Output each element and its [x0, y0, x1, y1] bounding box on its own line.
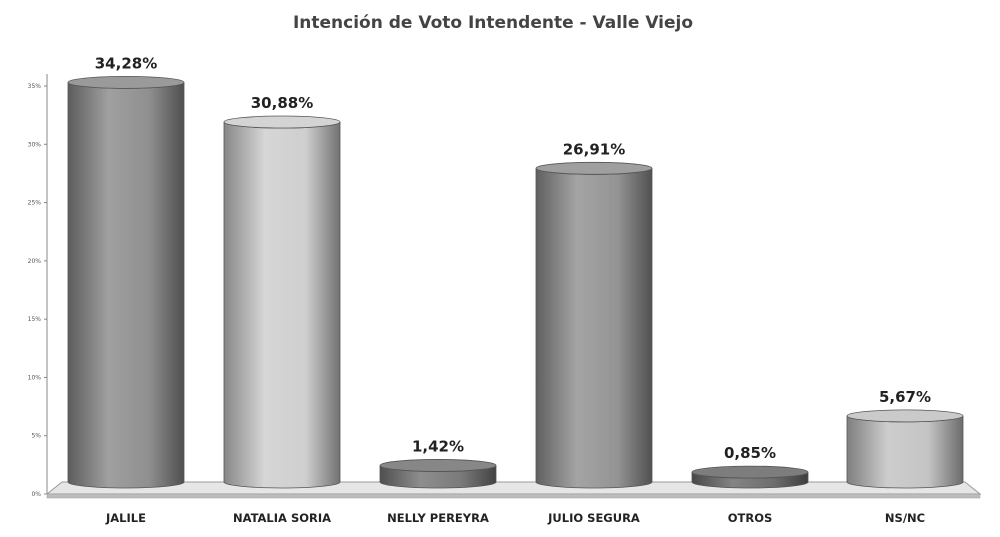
bar-body — [67, 82, 185, 489]
bar-top — [379, 459, 497, 472]
y-tick-label: 25% — [28, 200, 42, 207]
bar-body — [846, 415, 964, 489]
chart-title: Intención de Voto Intendente - Valle Vie… — [293, 13, 693, 33]
bar-body — [223, 121, 341, 489]
category-label: OTROS — [728, 511, 773, 525]
y-tick-label: 10% — [28, 374, 42, 381]
bar-natalia-soria — [223, 115, 341, 489]
y-tick-label: 0% — [31, 491, 41, 498]
data-label: 26,91% — [563, 140, 625, 158]
bars-group — [67, 75, 964, 489]
bar-top — [846, 409, 964, 423]
data-label: 30,88% — [251, 94, 313, 112]
bar-body — [535, 168, 653, 489]
data-label: 0,85% — [724, 444, 776, 462]
bar-top — [535, 161, 653, 175]
category-label: JULIO SEGURA — [547, 511, 640, 525]
floor-top — [45, 481, 982, 495]
bar-ns-nc — [846, 409, 964, 489]
y-tick-label: 15% — [28, 316, 42, 323]
bar-top — [223, 115, 341, 129]
floor-edge — [46, 493, 981, 499]
data-label: 5,67% — [879, 388, 931, 406]
bar-nelly-pereyra — [379, 459, 497, 489]
bar-top — [691, 465, 809, 479]
labels-group: 34,28% JALILE 30,88% NATALIA SORIA 1,42% NELL… — [95, 54, 931, 525]
y-tick-label: 20% — [28, 258, 42, 265]
category-label: NELLY PEREYRA — [387, 511, 489, 525]
bar-julio-segura — [535, 161, 653, 489]
category-label: NATALIA SORIA — [233, 511, 331, 525]
category-label: JALILE — [105, 511, 146, 525]
y-axis: 0% 5% 10% 15% 20% 25% 30% 35% — [28, 74, 48, 498]
y-tick-label: 35% — [28, 83, 42, 90]
category-label: NS/NC — [885, 511, 925, 525]
bar-top — [67, 75, 185, 89]
chart-floor — [45, 481, 982, 499]
y-tick-label: 30% — [28, 141, 42, 148]
data-label: 34,28% — [95, 54, 157, 72]
y-tick-label: 5% — [31, 433, 41, 440]
bar-jalile — [67, 75, 185, 489]
data-label: 1,42% — [412, 437, 464, 455]
bar-otros — [691, 465, 809, 489]
